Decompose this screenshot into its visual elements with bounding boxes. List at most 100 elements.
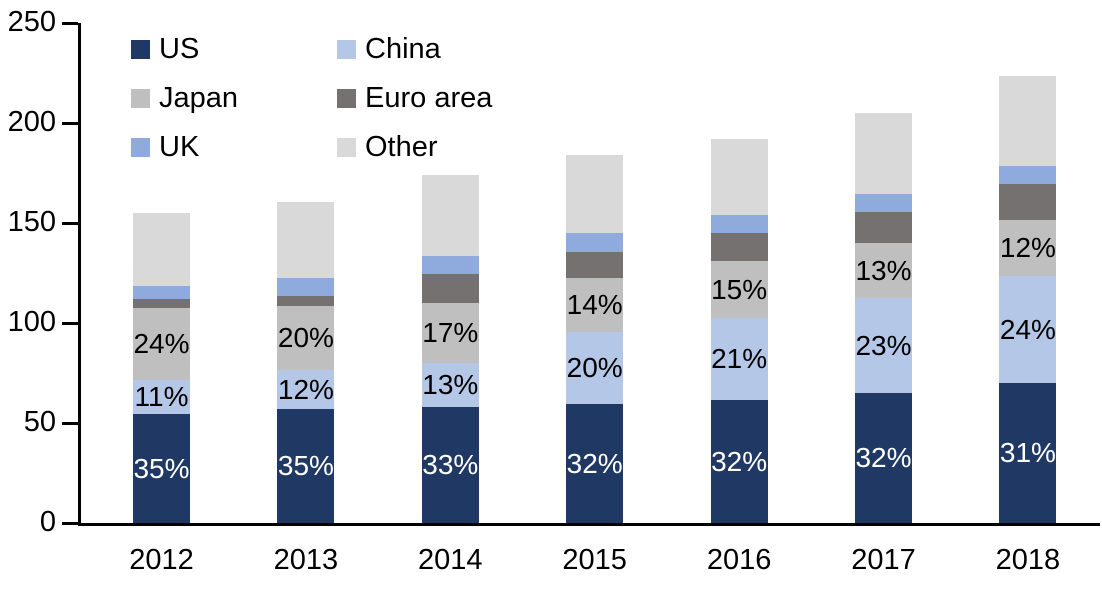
segment-label: 12% [999, 232, 1056, 263]
segment-euro-area-2015 [566, 252, 624, 278]
legend-swatch-icon [337, 138, 356, 157]
segment-japan-2014: 17% [421, 303, 479, 363]
x-axis-label-2012: 2012 [129, 544, 194, 576]
legend-item-uk: UK [131, 133, 337, 162]
segment-uk-2014 [421, 256, 479, 274]
legend-label: Other [365, 131, 438, 163]
y-axis-tick-150 [62, 221, 78, 225]
segment-label: 33% [422, 449, 479, 480]
segment-other-2016 [710, 139, 768, 215]
segment-other-2013 [277, 202, 335, 278]
x-axis-label-2016: 2016 [706, 544, 772, 576]
segment-us-2013: 35% [277, 409, 335, 523]
segment-label: 32% [711, 445, 768, 477]
segment-us-2012: 35% [133, 414, 190, 523]
x-axis-label-2018: 2018 [995, 544, 1061, 576]
y-axis-label-200: 200 [7, 106, 56, 138]
legend-swatch-icon [131, 138, 150, 157]
legend-swatch-icon [337, 40, 356, 59]
segment-other-2017 [855, 113, 912, 194]
segment-euro-area-2017 [855, 212, 912, 243]
legend-label: China [365, 33, 441, 65]
segment-uk-2018 [999, 166, 1057, 184]
segment-label: 15% [711, 273, 768, 305]
segment-euro-area-2013 [277, 296, 335, 306]
y-axis-label-150: 150 [7, 206, 56, 238]
segment-other-2015 [566, 155, 624, 233]
segment-us-2018: 31% [999, 383, 1057, 523]
y-axis-tick-50 [62, 421, 78, 425]
segment-label: 35% [133, 452, 190, 484]
segment-euro-area-2018 [999, 184, 1057, 220]
segment-euro-area-2014 [421, 274, 479, 303]
legend-label: Japan [159, 82, 239, 114]
y-axis-label-100: 100 [7, 306, 56, 338]
segment-label: 20% [566, 352, 623, 383]
segment-label: 31% [999, 437, 1056, 468]
segment-label: 23% [855, 329, 912, 361]
segment-china-2018: 24% [999, 276, 1057, 383]
legend-item-japan: Japan [131, 84, 337, 113]
y-axis-tick-100 [62, 321, 78, 325]
legend-item-us: US [131, 35, 337, 64]
y-axis-label-0: 0 [39, 506, 56, 538]
segment-label: 24% [133, 328, 190, 359]
segment-label: 11% [134, 381, 189, 412]
segment-label: 13% [855, 254, 912, 286]
segment-us-2017: 32% [855, 393, 912, 523]
legend-item-euro-area: Euro area [337, 84, 492, 113]
x-axis-label-2013: 2013 [273, 544, 339, 576]
segment-euro-area-2016 [710, 233, 768, 261]
segment-china-2017: 23% [855, 298, 912, 393]
segment-label: 35% [277, 450, 334, 481]
segment-label: 13% [422, 369, 479, 400]
segment-us-2016: 32% [710, 400, 768, 523]
segment-japan-2017: 13% [855, 243, 912, 298]
segment-label: 17% [422, 317, 479, 348]
segment-china-2013: 12% [277, 370, 335, 409]
x-axis-label-2015: 2015 [562, 544, 627, 576]
segment-uk-2013 [277, 278, 335, 296]
segment-label: 14% [566, 289, 623, 320]
segment-label: 12% [277, 373, 334, 405]
segment-us-2014: 33% [421, 407, 479, 523]
segment-label: 24% [999, 313, 1056, 345]
segment-japan-2016: 15% [710, 261, 768, 318]
segment-other-2012 [133, 213, 190, 286]
legend-swatch-icon [131, 89, 150, 108]
segment-uk-2016 [710, 215, 768, 233]
segment-other-2018 [999, 76, 1057, 166]
y-axis-label-50: 50 [23, 406, 56, 438]
segment-us-2015: 32% [566, 404, 624, 523]
segment-uk-2012 [133, 286, 190, 299]
x-axis-label-2014: 2014 [418, 544, 483, 576]
y-axis-tick-250 [62, 21, 78, 25]
y-axis-tick-200 [62, 121, 78, 125]
legend-item-china: China [337, 35, 492, 64]
segment-china-2014: 13% [421, 363, 479, 407]
y-axis-label-250: 250 [7, 6, 56, 38]
segment-china-2012: 11% [133, 380, 190, 414]
segment-china-2015: 20% [566, 332, 624, 404]
legend-label: UK [159, 131, 200, 163]
segment-japan-2015: 14% [566, 278, 624, 332]
legend: US China Japan Euro area UK Other [131, 25, 492, 172]
segment-japan-2012: 24% [133, 308, 190, 380]
legend-swatch-icon [131, 40, 150, 59]
segment-label: 32% [855, 442, 912, 473]
segment-euro-area-2012 [133, 299, 190, 308]
segment-japan-2018: 12% [999, 220, 1057, 276]
legend-label: US [159, 33, 200, 65]
segment-label: 32% [566, 447, 623, 479]
segment-uk-2017 [855, 194, 912, 212]
legend-item-other: Other [337, 133, 492, 162]
segment-uk-2015 [566, 233, 624, 252]
legend-swatch-icon [337, 89, 356, 108]
segment-other-2014 [421, 175, 479, 256]
segment-label: 21% [711, 343, 768, 374]
segment-china-2016: 21% [710, 318, 768, 400]
segment-japan-2013: 20% [277, 306, 335, 370]
segment-label: 20% [277, 322, 334, 353]
y-axis-tick-0 [62, 521, 78, 525]
